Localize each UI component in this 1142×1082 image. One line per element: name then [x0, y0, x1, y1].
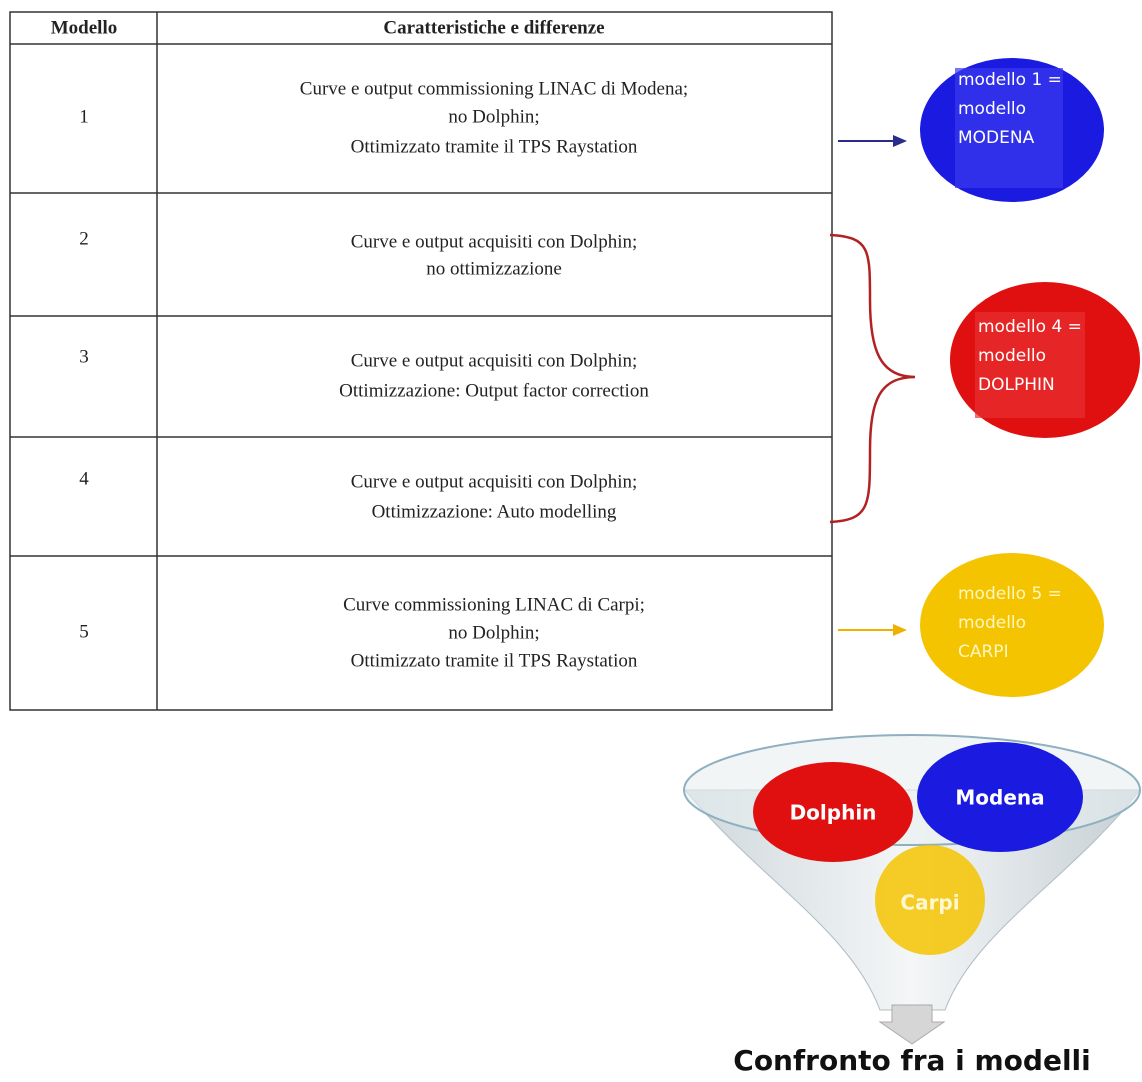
description: no Dolphin;	[448, 622, 539, 643]
description: Ottimizzazione: Output factor correction	[339, 380, 649, 401]
description: no ottimizzazione	[426, 258, 562, 279]
group-label: MODENA	[958, 128, 1035, 148]
group-label: DOLPHIN	[978, 375, 1055, 395]
connectors	[829, 135, 916, 636]
funnel	[683, 734, 1142, 1045]
group-ovals	[920, 58, 1140, 697]
model-number: 5	[79, 621, 89, 642]
model-number: 4	[79, 468, 89, 489]
model-number: 3	[79, 346, 89, 367]
group-label: CARPI	[958, 642, 1009, 662]
model-number: 1	[79, 106, 89, 127]
group-label: modello 4 =	[978, 317, 1082, 337]
funnel-item: Modena	[955, 786, 1044, 810]
header: Caratteristiche e differenze	[383, 17, 604, 38]
description: Curve e output commissioning LINAC di Mo…	[300, 78, 688, 99]
description: Curve e output acquisiti con Dolphin;	[351, 471, 638, 492]
header: Modello	[51, 17, 118, 38]
description: no Dolphin;	[448, 106, 539, 127]
group-label: modello	[958, 99, 1026, 119]
description: Curve e output acquisiti con Dolphin;	[351, 231, 638, 252]
funnel-item: Carpi	[900, 891, 959, 915]
group-label: modello	[978, 346, 1046, 366]
description: Curve e output acquisiti con Dolphin;	[351, 350, 638, 371]
description: Ottimizzazione: Auto modelling	[372, 501, 617, 522]
model-number: 2	[79, 228, 89, 249]
group-label: modello 5 =	[958, 584, 1062, 604]
description: Ottimizzato tramite il TPS Raystation	[351, 136, 638, 157]
table-frame	[9, 11, 833, 711]
group-label: modello	[958, 613, 1026, 633]
description: Ottimizzato tramite il TPS Raystation	[351, 650, 638, 671]
caption: Confronto fra i modelli	[733, 1044, 1090, 1077]
group-label: modello 1 =	[958, 70, 1062, 90]
funnel-item: Dolphin	[790, 801, 877, 825]
description: Curve commissioning LINAC di Carpi;	[343, 594, 645, 615]
